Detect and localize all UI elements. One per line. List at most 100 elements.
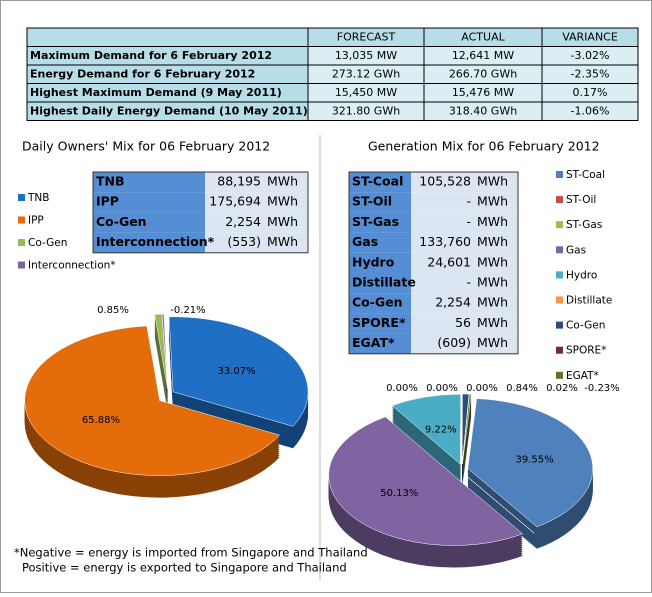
data-label: 33.07% [218, 366, 256, 377]
row-value: - [466, 275, 471, 290]
row-label: Gas [352, 234, 378, 249]
data-label: 50.13% [380, 488, 418, 499]
cell-value: 266.70 GWh [449, 67, 517, 80]
data-label: 0.00% [466, 383, 498, 394]
legend-label: SPORE* [566, 345, 606, 357]
row-value: 2,254 [225, 214, 261, 229]
cell-value: 15,476 MW [452, 86, 514, 99]
legend-swatch [556, 297, 563, 304]
chart-title: Daily Owners' Mix for 06 February 2012 [22, 139, 270, 154]
legend-swatch [556, 196, 563, 203]
data-label: 0.00% [426, 383, 458, 394]
cell-value: 273.12 GWh [332, 67, 400, 80]
legend-label: Hydro [566, 269, 597, 281]
legend-swatch [556, 322, 563, 329]
row-label: Co-Gen [352, 295, 403, 310]
row-label: Co-Gen [96, 214, 147, 229]
legend-swatch [18, 239, 25, 246]
legend-swatch [18, 194, 25, 201]
row-label: IPP [96, 194, 119, 209]
legend-swatch [556, 271, 563, 278]
data-label: 0.85% [97, 305, 129, 316]
cell-value: 318.40 GWh [449, 104, 517, 117]
data-label: 9.22% [425, 425, 457, 436]
row-unit: MWh [477, 254, 508, 269]
row-unit: MWh [477, 315, 508, 330]
legend-label: Co-Gen [28, 237, 67, 249]
legend-swatch [556, 372, 563, 379]
row-unit: MWh [477, 335, 508, 350]
legend-label: ST-Coal [566, 169, 605, 181]
data-label: -0.21% [170, 305, 205, 316]
data-label: 39.55% [515, 454, 553, 465]
legend-label: Gas [566, 244, 586, 256]
cell-value: -1.06% [571, 104, 610, 117]
row-value: - [466, 194, 471, 209]
row-value: 133,760 [419, 234, 471, 249]
row-unit: MWh [477, 174, 508, 189]
footnote: *Negative = energy is imported from Sing… [14, 546, 368, 560]
header-text: VARIANCE [562, 30, 618, 43]
row-unit: MWh [267, 174, 298, 189]
header-text: FORECAST [337, 30, 396, 43]
row-unit: MWh [477, 194, 508, 209]
row-unit: MWh [267, 194, 298, 209]
data-label: 0.02% [546, 383, 578, 394]
row-label: Hydro [352, 254, 395, 269]
legend-label: IPP [28, 215, 44, 227]
header-text: ACTUAL [461, 30, 505, 43]
legend-label: ST-Gas [566, 219, 602, 231]
cell-value: 0.17% [573, 86, 608, 99]
row-value: (553) [227, 234, 261, 249]
legend-label: Interconnection* [28, 260, 116, 272]
row-unit: MWh [477, 275, 508, 290]
legend-swatch [556, 221, 563, 228]
cell-value: -2.35% [571, 67, 610, 80]
row-value: 56 [455, 315, 471, 330]
row-label: SPORE* [352, 315, 406, 330]
row-label: Energy Demand for 6 February 2012 [30, 67, 255, 80]
row-value: 24,601 [427, 254, 471, 269]
row-value: 88,195 [217, 174, 261, 189]
row-label: ST-Gas [352, 214, 399, 229]
row-unit: MWh [267, 234, 298, 249]
row-label: Highest Daily Energy Demand (10 May 2011… [30, 104, 308, 117]
row-label: Interconnection* [96, 234, 215, 249]
row-label: ST-Oil [352, 194, 392, 209]
legend-swatch [556, 246, 563, 253]
row-value: 175,694 [209, 194, 261, 209]
row-label: EGAT* [352, 335, 395, 350]
legend-swatch [556, 347, 563, 354]
legend-label: EGAT* [566, 370, 599, 382]
legend-swatch [18, 217, 25, 224]
cell-value: 321.80 GWh [332, 104, 400, 117]
cell-value: 12,641 MW [452, 49, 514, 62]
legend-label: Distillate [566, 295, 612, 307]
row-value: 105,528 [419, 174, 471, 189]
data-label: -0.23% [584, 383, 619, 394]
chart-title: Generation Mix for 06 February 2012 [368, 139, 600, 154]
footnote: Positive = energy is exported to Singapo… [22, 561, 347, 575]
row-label: Distillate [352, 275, 416, 290]
data-label: 0.84% [506, 383, 538, 394]
row-label: Maximum Demand for 6 February 2012 [30, 49, 272, 62]
cell-value: 13,035 MW [335, 49, 397, 62]
row-value: (609) [437, 335, 471, 350]
row-label: TNB [96, 174, 125, 189]
row-value: 2,254 [435, 295, 471, 310]
legend-label: Co-Gen [566, 320, 605, 332]
row-value: - [466, 214, 471, 229]
data-label: 65.88% [82, 415, 120, 426]
data-label: 0.00% [386, 383, 418, 394]
cell-value: 15,450 MW [335, 86, 397, 99]
row-unit: MWh [267, 214, 298, 229]
row-unit: MWh [477, 214, 508, 229]
row-unit: MWh [477, 234, 508, 249]
row-label: Highest Maximum Demand (9 May 2011) [30, 86, 282, 99]
cell-value: -3.02% [571, 49, 610, 62]
row-label: ST-Coal [352, 174, 403, 189]
legend-label: TNB [27, 192, 49, 204]
row-unit: MWh [477, 295, 508, 310]
legend-swatch [556, 171, 563, 178]
